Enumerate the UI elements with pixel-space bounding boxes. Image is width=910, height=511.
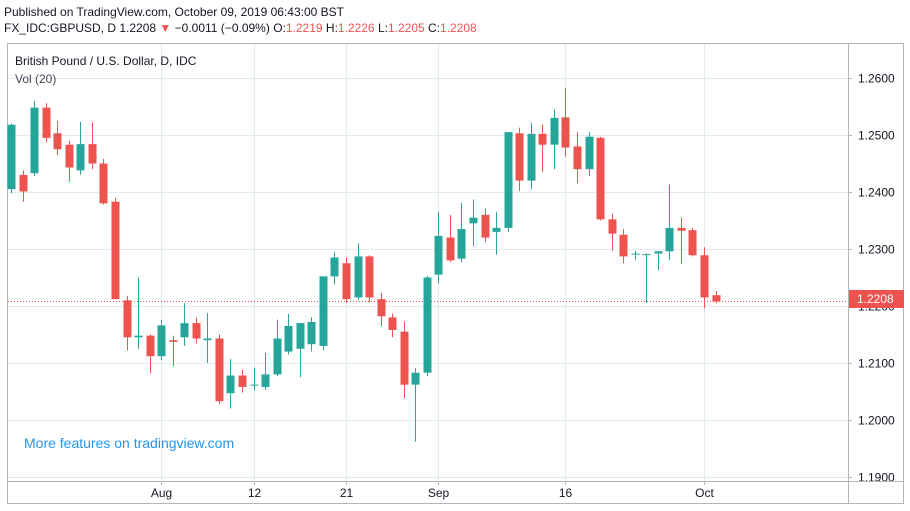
high-value: 1.2226 (337, 21, 375, 35)
candle-body-down (608, 219, 617, 234)
candle-body-up (423, 277, 432, 373)
volume-label: Vol (20) (15, 72, 57, 86)
candle-body-up (30, 107, 39, 174)
candle-body-up (250, 384, 259, 386)
candle-body-up (469, 217, 478, 224)
candle-body-down (700, 255, 709, 298)
open-label: O: (273, 21, 286, 35)
candle-body-up (180, 323, 189, 338)
candle-body-down (688, 230, 697, 256)
candle-body-down (19, 174, 28, 192)
candle-body-up (330, 257, 339, 277)
chart-legend: British Pound / U.S. Dollar, D, IDC Vol … (15, 52, 196, 88)
down-arrow-icon: ▼ (159, 21, 172, 35)
candle-body-down (400, 331, 409, 385)
change-value: −0.0011 (−0.09%) (174, 21, 270, 35)
candle-body-down (123, 300, 132, 338)
candle-body-up (284, 325, 293, 352)
candle-body-up (319, 276, 328, 346)
candle-body-down (53, 133, 62, 150)
candle-body-down (215, 338, 224, 402)
low-label: L: (377, 21, 388, 35)
candle-body-down (342, 263, 351, 300)
candle-body-up (504, 132, 513, 228)
candle-body-down (712, 295, 721, 302)
candle-body-down (538, 133, 547, 145)
y-tick-label: 1.1900 (858, 471, 895, 485)
x-tick-label: Sep (428, 486, 450, 500)
candle-body-up (354, 256, 363, 298)
high-label: H: (325, 21, 338, 35)
candle-body-down (446, 237, 455, 261)
candle-body-down (388, 317, 397, 330)
y-tick-label: 1.2600 (858, 72, 895, 86)
y-tick-label: 1.2100 (858, 357, 895, 371)
y-tick-label: 1.2000 (858, 414, 895, 428)
candle-body-up (550, 117, 559, 145)
candle-body-up (492, 227, 501, 232)
candle-body-down (42, 107, 51, 138)
y-tick-label: 1.2500 (858, 129, 895, 143)
candle-body-up (76, 144, 85, 171)
x-tick-label: 16 (559, 486, 573, 500)
candle-body-up (631, 253, 640, 255)
candle-body-down (377, 299, 386, 317)
low-value: 1.2205 (387, 21, 425, 35)
candle-body-down (99, 163, 108, 204)
candle-body-down (677, 227, 686, 231)
y-tick-label: 1.2400 (858, 186, 895, 200)
close-value: 1.2208 (440, 21, 477, 35)
candle-body-down (111, 201, 120, 300)
candle-body-down (192, 323, 201, 339)
candle-body-down (88, 144, 97, 164)
published-line: Published on TradingView.com, October 09… (4, 5, 344, 19)
candle-body-down (65, 144, 74, 168)
candle-body-down (238, 375, 247, 387)
candle-body-up (134, 335, 143, 338)
candle-body-down (481, 214, 490, 238)
open-value: 1.2219 (285, 21, 323, 35)
candle-body-up (273, 338, 282, 375)
candle-body-up (7, 124, 16, 190)
candle-body-up (411, 372, 420, 385)
last-price-tag: 1.2208 (849, 290, 904, 308)
chart-header: Published on TradingView.com, October 09… (4, 4, 477, 36)
chart-frame (7, 43, 904, 504)
candle-body-down (561, 117, 570, 148)
candle-body-up (296, 323, 305, 349)
candle-body-up (527, 133, 536, 181)
x-tick-label: 21 (340, 486, 354, 500)
close-label: C: (428, 21, 441, 35)
candle-body-down (596, 137, 605, 220)
candle-body-up (585, 136, 594, 170)
candle-body-down (619, 234, 628, 257)
tradingview-watermark-link[interactable]: More features on tradingview.com (24, 435, 235, 451)
candle-body-up (654, 251, 663, 254)
y-tick-label: 1.2300 (858, 243, 895, 257)
ohlc-line: FX_IDC:GBPUSD, D 1.2208 ▼ −0.0011 (−0.09… (4, 20, 477, 36)
candle-body-down (365, 256, 374, 298)
candle-body-down (515, 133, 524, 181)
legend-title: British Pound / U.S. Dollar, D, IDC (15, 54, 197, 68)
candle-body-up (226, 375, 235, 394)
candle-body-up (665, 227, 674, 252)
x-tick-label: Oct (695, 486, 714, 500)
candle-body-up (642, 254, 651, 256)
candle-body-up (203, 338, 212, 341)
x-tick-label: Aug (151, 486, 172, 500)
candle-body-down (169, 340, 178, 342)
candle-body-down (146, 335, 155, 357)
symbol-label: FX_IDC:GBPUSD, D (4, 21, 117, 35)
candle-body-down (573, 146, 582, 170)
candle-body-up (457, 229, 466, 259)
x-tick-label: 12 (248, 486, 262, 500)
candle-body-up (434, 235, 443, 275)
candle-body-up (307, 321, 316, 345)
candle-body-up (261, 374, 270, 387)
candle-body-up (157, 325, 166, 357)
last-value: 1.2208 (119, 21, 157, 35)
